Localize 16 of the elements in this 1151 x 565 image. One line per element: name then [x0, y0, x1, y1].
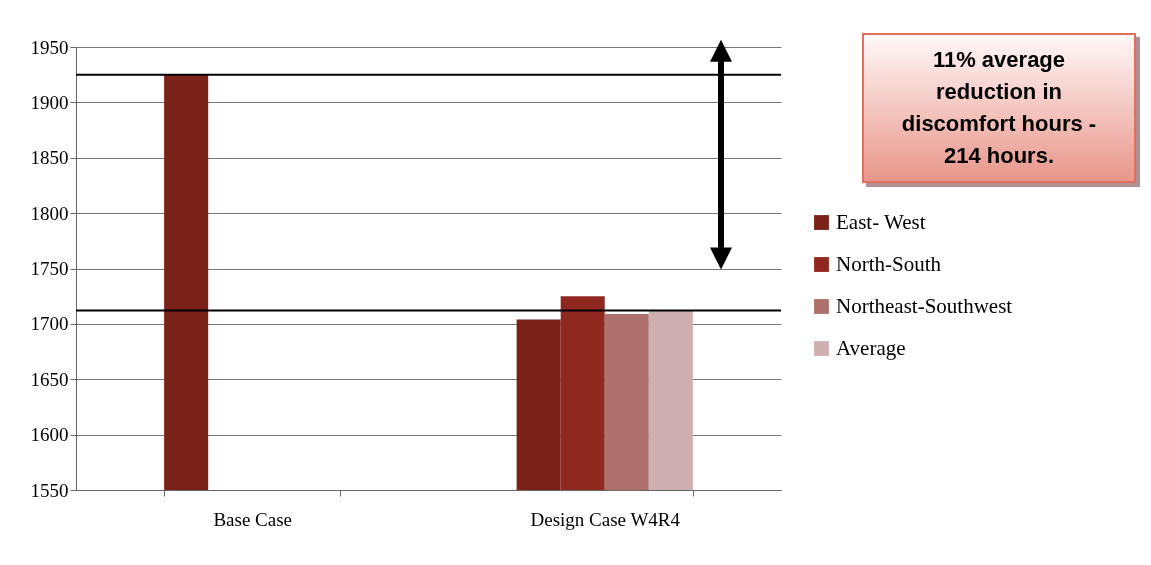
text: 11% average reduction in discomfort hours - 214 hours.	[862, 33, 1136, 183]
legend-label: East- West	[836, 209, 926, 234]
x-tick-label: Base Case	[213, 508, 293, 530]
x-tick-label: Design Case W4R4	[530, 508, 681, 530]
y-tick-label: 1900	[30, 91, 69, 113]
y-tick-label: 1850	[30, 147, 69, 169]
legend-label: Northeast-Southwest	[836, 293, 1013, 318]
y-tick-label: 1950	[30, 36, 69, 58]
y-tick-label: 1700	[30, 313, 69, 335]
legend-label: Average	[836, 335, 906, 360]
legend-label: North-South	[836, 251, 942, 276]
y-tick-label: 1550	[30, 479, 69, 501]
y-tick-label: 1650	[30, 368, 69, 390]
y-tick-label: 1800	[30, 202, 69, 224]
y-tick-label: 1750	[30, 258, 69, 279]
y-tick-label: 1600	[30, 424, 69, 446]
